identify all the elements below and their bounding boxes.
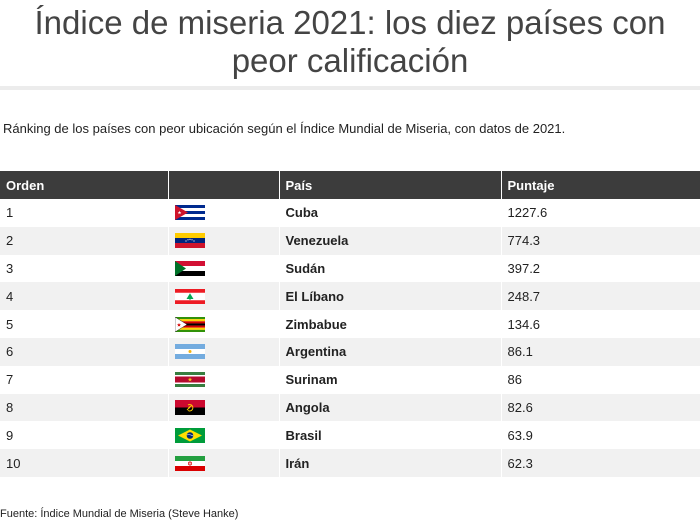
row-country: El Líbano	[279, 282, 502, 311]
table-row: 5 Zimbabue 134.6	[0, 310, 700, 338]
iran-flag-icon	[174, 455, 205, 471]
table-row: 9 Brasil 63.9	[0, 421, 700, 450]
row-order: 4	[0, 282, 169, 311]
column-header-country: País	[279, 171, 502, 199]
row-country: Surinam	[279, 365, 502, 394]
lebanon-flag-icon	[174, 288, 205, 304]
venezuela-flag-icon	[174, 233, 205, 249]
row-order: 2	[0, 226, 169, 255]
row-order: 1	[0, 199, 169, 227]
table-row: 2 Venezuela 774.3	[0, 226, 700, 255]
argentina-flag-icon	[174, 344, 205, 360]
row-score: 82.6	[501, 393, 700, 422]
row-order: 9	[0, 421, 169, 450]
table-row: 7 Surinam 86	[0, 365, 700, 394]
row-score: 134.6	[507, 316, 541, 332]
cuba-flag-icon	[174, 205, 205, 221]
row-country: Zimbabue	[279, 310, 502, 338]
row-score: 86.1	[501, 337, 700, 366]
source-note: Fuente: Índice Mundial de Miseria (Steve…	[0, 508, 239, 520]
row-score: 397.2	[507, 260, 541, 276]
sudan-flag-icon	[174, 260, 205, 276]
row-country: Argentina	[279, 337, 502, 366]
table-row: 8 Angola 82.6	[0, 393, 700, 422]
row-country: Sudán	[279, 254, 502, 283]
row-order: 8	[0, 393, 169, 422]
title-divider	[0, 86, 700, 90]
row-country: Venezuela	[279, 226, 502, 255]
row-order: 6	[0, 337, 169, 366]
brazil-flag-icon	[174, 427, 205, 443]
table-row: 3 Sudán 397.2	[0, 254, 700, 283]
row-country: Brasil	[279, 421, 502, 450]
zimbabwe-flag-icon	[174, 316, 205, 332]
row-country: Angola	[279, 393, 502, 422]
angola-flag-icon	[174, 399, 205, 415]
row-order: 7	[0, 365, 169, 394]
row-order: 3	[0, 254, 169, 283]
table-row: 1 Cuba 1227.6	[0, 199, 700, 227]
row-score: 774.3	[501, 226, 700, 255]
suriname-flag-icon	[174, 372, 205, 388]
table-header-row: Orden País Puntaje	[0, 171, 700, 199]
ranking-table: Orden País Puntaje 1 Cuba 1227.6	[0, 171, 700, 477]
column-header-order: Orden	[0, 171, 169, 199]
row-score: 86	[507, 372, 522, 388]
row-order: 5	[0, 310, 169, 338]
table-row: 10 Irán 62.3	[0, 449, 700, 477]
row-score: 248.7	[501, 282, 700, 311]
page-title: Índice de miseria 2021: los diez países …	[34, 4, 666, 79]
row-score: 62.3	[501, 449, 700, 477]
table-row: 4 El Líbano 248.7	[0, 282, 700, 311]
column-header-flag	[168, 171, 280, 199]
row-country: Irán	[279, 449, 502, 477]
row-order: 10	[0, 449, 169, 477]
table-row: 6 Argentina 86.1	[0, 337, 700, 366]
column-header-score: Puntaje	[501, 171, 700, 199]
table-description: Ránking de los países con peor ubicación…	[3, 121, 566, 136]
row-country: Cuba	[279, 199, 502, 227]
row-score: 1227.6	[507, 205, 548, 221]
row-score: 63.9	[507, 427, 533, 443]
